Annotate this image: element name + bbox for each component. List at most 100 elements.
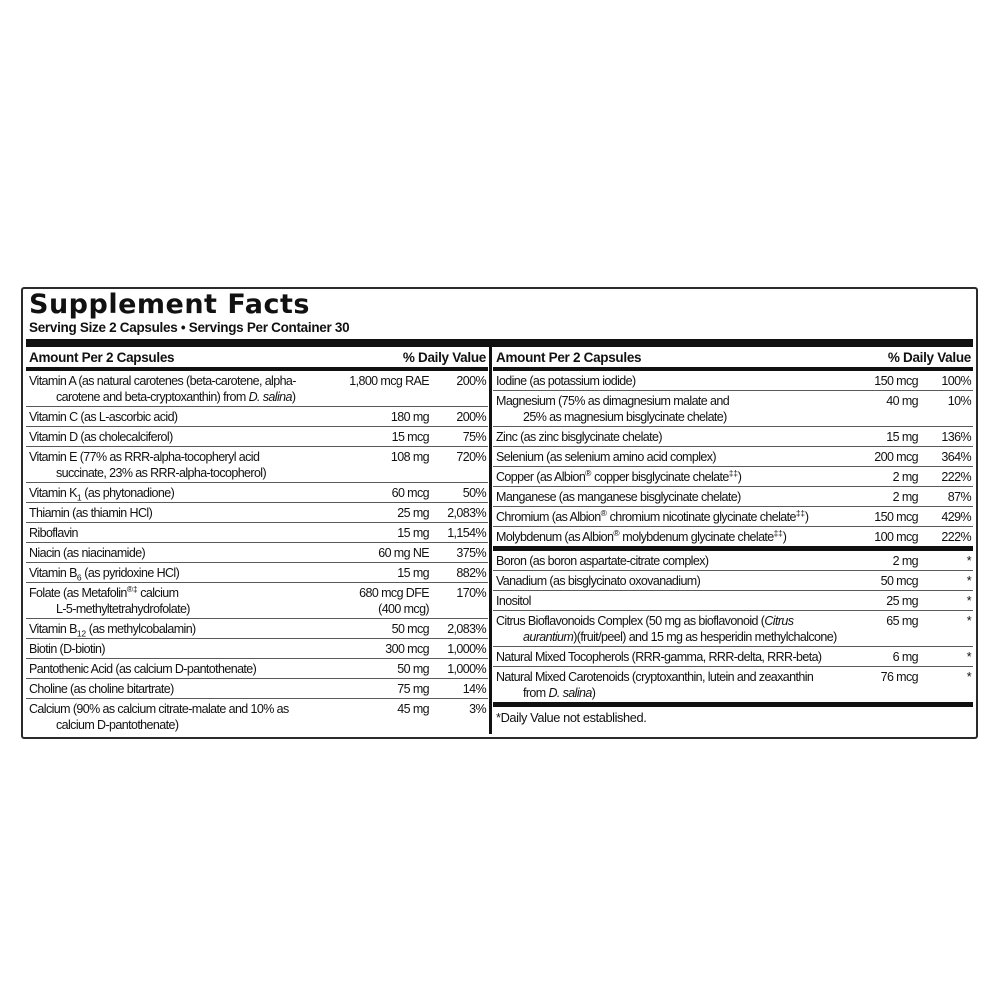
nutrient-daily-value: 10%: [947, 393, 972, 408]
nutrient-daily-value: 1,154%: [447, 525, 486, 540]
daily-value-header: % Daily Value: [887, 350, 971, 365]
nutrient-amount: 180 mg: [390, 409, 430, 424]
nutrient-name: Molybdenum (as Albion® molybdenum glycin…: [496, 527, 787, 544]
nutrient-row: Thiamin (as thiamin HCl) 25 mg 2,083%: [26, 502, 488, 522]
nutrient-daily-value: 200%: [456, 409, 486, 424]
serving-info: Serving Size 2 Capsules • Servings Per C…: [29, 320, 350, 335]
nutrient-daily-value: 2,083%: [447, 505, 486, 520]
nutrient-amount: 60 mcg: [391, 485, 430, 500]
nutrient-amount: 150 mcg: [874, 373, 918, 388]
nutrient-amount: 100 mcg: [874, 529, 918, 544]
daily-value-footnote: *Daily Value not established.: [496, 710, 647, 725]
nutrient-amount: 25 mg: [397, 505, 429, 520]
nutrient-daily-value: 50%: [462, 485, 487, 500]
supplement-facts-panel: Supplement Facts Serving Size 2 Capsules…: [21, 287, 978, 739]
nutrient-row: Boron (as boron aspartate-citrate comple…: [493, 551, 973, 570]
nutrient-amount: 50 mcg: [391, 621, 430, 636]
nutrient-amount: 50 mcg: [880, 573, 919, 588]
nutrient-row: Manganese (as manganese bisglycinate che…: [493, 486, 973, 506]
nutrient-amount: 1,800 mcg RAE: [349, 373, 429, 388]
nutrient-row: Pantothenic Acid (as calcium D-pantothen…: [26, 658, 488, 678]
nutrient-row: Magnesium (75% as dimagnesium malate and…: [493, 390, 973, 426]
right-column-header: Amount Per 2 Capsules % Daily Value: [493, 347, 973, 367]
nutrient-name: Boron (as boron aspartate-citrate comple…: [496, 553, 709, 568]
nutrient-row: Vitamin E (77% as RRR-alpha-tocopheryl a…: [26, 446, 488, 482]
nutrient-name: Choline (as choline bitartrate): [29, 681, 174, 696]
nutrient-daily-value: *: [966, 593, 972, 608]
nutrient-daily-value: 1,000%: [447, 661, 486, 676]
nutrient-name: Vitamin B6 (as pyridoxine HCl): [29, 565, 180, 582]
nutrient-amount: 75 mg: [397, 681, 429, 696]
nutrient-amount: 108 mg: [390, 449, 430, 464]
nutrient-daily-value: *: [966, 613, 972, 628]
nutrient-name: Thiamin (as thiamin HCl): [29, 505, 153, 520]
nutrient-name: Folate (as Metafolin®‡ calcium L-5-methyl…: [29, 583, 190, 616]
nutrient-daily-value: 1,000%: [447, 641, 486, 656]
nutrient-name: Vitamin K1 (as phytonadione): [29, 485, 175, 502]
nutrient-name: Biotin (D-biotin): [29, 641, 106, 656]
thick-divider-bar: [493, 702, 973, 707]
nutrient-name: Niacin (as niacinamide): [29, 545, 146, 560]
nutrient-name: Calcium (90% as calcium citrate-malate a…: [29, 701, 289, 732]
nutrient-daily-value: 3%: [469, 701, 486, 716]
left-column: Amount Per 2 Capsules % Daily Value Vita…: [26, 347, 488, 734]
nutrient-amount: 40 mg: [886, 393, 918, 408]
nutrient-row: Biotin (D-biotin) 300 mcg 1,000%: [26, 638, 488, 658]
nutrient-name: Chromium (as Albion® chromium nicotinate…: [496, 507, 809, 524]
nutrient-row: Inositol 25 mg *: [493, 590, 973, 610]
nutrient-name: Vitamin E (77% as RRR-alpha-tocopheryl a…: [29, 449, 267, 480]
nutrient-name: Iodine (as potassium iodide): [496, 373, 636, 388]
nutrient-name: Inositol: [496, 593, 531, 608]
nutrient-amount: 76 mcg: [880, 669, 919, 684]
nutrient-daily-value: 136%: [941, 429, 971, 444]
nutrient-name: Selenium (as selenium amino acid complex…: [496, 449, 717, 464]
nutrient-daily-value: 100%: [941, 373, 971, 388]
nutrient-daily-value: 200%: [456, 373, 486, 388]
nutrient-name: Magnesium (75% as dimagnesium malate and…: [496, 393, 730, 424]
left-column-header: Amount Per 2 Capsules % Daily Value: [26, 347, 488, 367]
nutrient-amount: 15 mg: [397, 525, 429, 540]
nutrient-name: Natural Mixed Tocopherols (RRR-gamma, RR…: [496, 649, 822, 664]
nutrient-row: Folate (as Metafolin®‡ calcium L-5-methyl…: [26, 582, 488, 618]
nutrient-daily-value: 75%: [462, 429, 487, 444]
nutrient-row: Vitamin B12 (as methylcobalamin) 50 mcg 2,…: [26, 618, 488, 638]
nutrient-amount: 680 mcg DFE (400 mcg): [359, 585, 429, 616]
nutrient-daily-value: *: [966, 669, 972, 684]
nutrient-row: Vitamin B6 (as pyridoxine HCl) 15 mg 882%: [26, 562, 488, 582]
nutrient-daily-value: *: [966, 573, 972, 588]
nutrient-daily-value: 170%: [456, 585, 486, 600]
amount-header: Amount Per 2 Capsules: [29, 350, 175, 365]
nutrient-row: Vitamin K1 (as phytonadione) 60 mcg 50%: [26, 482, 488, 502]
nutrient-row: Choline (as choline bitartrate) 75 mg 14%: [26, 678, 488, 698]
nutrient-row: Vitamin A (as natural carotenes (beta-ca…: [26, 371, 488, 406]
nutrient-row: Copper (as Albion® copper bisglycinate c…: [493, 466, 973, 486]
nutrient-row: Citrus Bioflavonoids Complex (50 mg as b…: [493, 610, 973, 646]
nutrient-row: Vitamin D (as cholecalciferol) 15 mcg 75%: [26, 426, 488, 446]
nutrient-amount: 25 mg: [886, 593, 918, 608]
nutrient-name: Pantothenic Acid (as calcium D-pantothen…: [29, 661, 257, 676]
nutrient-amount: 2 mg: [892, 489, 919, 504]
nutrient-daily-value: 14%: [462, 681, 487, 696]
left-column-rows: Vitamin A (as natural carotenes (beta-ca…: [26, 371, 488, 734]
nutrient-row: Molybdenum (as Albion® molybdenum glycin…: [493, 526, 973, 546]
nutrient-columns: Amount Per 2 Capsules % Daily Value Vita…: [26, 347, 973, 734]
nutrient-amount: 15 mg: [397, 565, 429, 580]
nutrient-amount: 65 mg: [886, 613, 918, 628]
nutrient-daily-value: 375%: [456, 545, 486, 560]
column-divider: [489, 347, 492, 734]
nutrient-name: Vitamin B12 (as methylcobalamin): [29, 621, 196, 638]
nutrient-row: Selenium (as selenium amino acid complex…: [493, 446, 973, 466]
nutrient-name: Vitamin A (as natural carotenes (beta-ca…: [29, 373, 296, 404]
nutrient-name: Vitamin C (as L-ascorbic acid): [29, 409, 178, 424]
nutrient-amount: 15 mcg: [391, 429, 430, 444]
nutrient-amount: 200 mcg: [874, 449, 918, 464]
nutrient-daily-value: 222%: [941, 469, 971, 484]
nutrient-daily-value: 882%: [456, 565, 486, 580]
nutrient-daily-value: 429%: [941, 509, 971, 524]
nutrient-row: Riboflavin 15 mg 1,154%: [26, 522, 488, 542]
nutrient-daily-value: 87%: [947, 489, 972, 504]
column-header-bar: [26, 367, 488, 371]
nutrient-name: Vitamin D (as cholecalciferol): [29, 429, 173, 444]
nutrient-daily-value: 222%: [941, 529, 971, 544]
nutrient-name: Riboflavin: [29, 525, 78, 540]
